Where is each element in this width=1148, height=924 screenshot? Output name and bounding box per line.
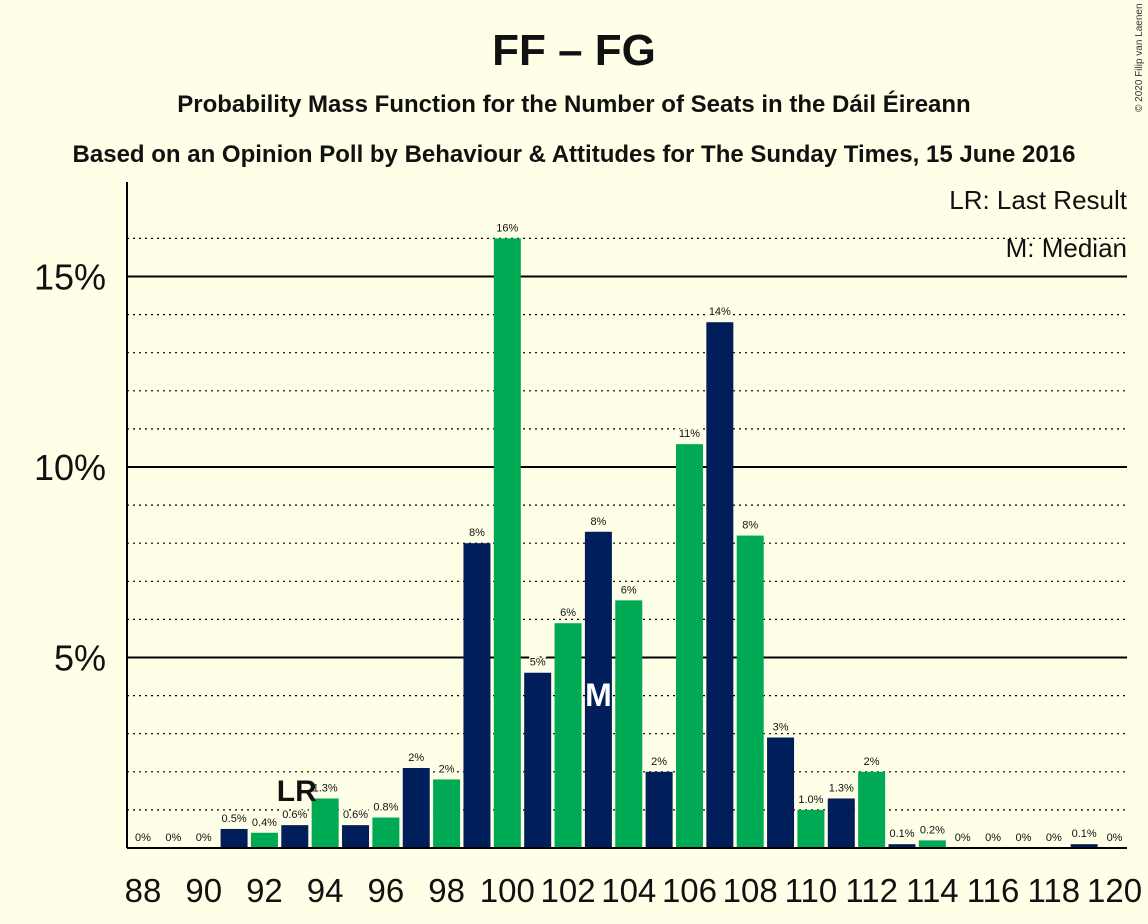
value-label-seat-109: 3% [773,722,789,734]
x-tick-label: 90 [185,872,222,909]
value-label-seat-105: 2% [651,756,667,768]
chart-subtitle: Probability Mass Function for the Number… [177,90,970,118]
x-tick-label: 88 [125,872,162,909]
bar-seat-119 [1070,844,1098,848]
chart-title: FF – FG [492,26,656,75]
bar-seat-95 [342,825,370,848]
bar-seat-108 [736,535,764,848]
y-tick-label: 5% [54,638,106,679]
bar-seat-96 [372,817,400,848]
value-label-seat-95: 0.6% [343,809,368,821]
annotations: LR M [277,677,612,808]
bar-seat-112 [858,771,886,848]
last-result-marker: LR [277,775,317,808]
value-label-seat-90: 0% [196,832,212,844]
bar-seat-98 [433,779,461,848]
x-tick-label: 100 [480,872,535,909]
value-label-seat-89: 0% [165,832,181,844]
value-label-seat-97: 2% [408,752,424,764]
y-tick-label: 10% [34,447,106,488]
value-label-seat-116: 0% [985,832,1001,844]
bar-seat-91 [220,828,248,848]
value-label-seat-100: 16% [496,222,518,234]
value-label-seat-117: 0% [1015,832,1031,844]
x-tick-label: 112 [845,872,898,909]
y-axis: 5% 10% 15% [34,182,128,848]
value-label-seat-112: 2% [864,756,880,768]
value-label-seat-99: 8% [469,527,485,539]
x-tick-label: 106 [662,872,717,909]
value-label-seat-101: 5% [530,657,546,669]
x-tick-label: 116 [967,872,1020,909]
bar-seat-114 [918,840,946,848]
bar-seat-92 [250,832,278,848]
bar-seat-105 [645,771,673,848]
value-label-seat-88: 0% [135,832,151,844]
median-marker: M [585,677,612,713]
value-label-seat-119: 0.1% [1072,828,1097,840]
bar-seat-106 [675,444,703,848]
value-label-seat-98: 2% [439,763,455,775]
value-label-seat-93: 0.6% [282,809,307,821]
value-label-seat-115: 0% [955,832,971,844]
bar-seat-94 [311,798,339,848]
bar-seat-111 [827,798,855,848]
x-tick-label: 110 [785,872,838,909]
value-label-seat-111: 1.3% [829,782,854,794]
value-label-seat-108: 8% [742,520,758,532]
bar-seat-109 [767,737,795,848]
bar-seat-113 [888,844,916,848]
legend-median: M: Median [1006,233,1127,263]
chart-subtitle-2: Based on an Opinion Poll by Behaviour & … [73,141,1076,168]
x-tick-label: 102 [541,872,596,909]
bar-seat-102 [554,623,582,848]
value-label-seat-114: 0.2% [920,824,945,836]
value-label-seat-106: 11% [679,428,700,440]
bar-seat-93 [281,825,309,848]
x-tick-label: 98 [428,872,465,909]
bar-seat-100 [493,238,521,848]
bar-seat-103 [584,531,612,848]
value-label-seat-102: 6% [560,607,576,619]
value-label-seat-103: 8% [590,516,606,528]
x-tick-label: 92 [246,872,283,909]
x-tick-label: 96 [368,872,405,909]
value-label-seat-120: 0% [1107,832,1123,844]
bar-seat-101 [524,672,552,848]
value-label-seat-94: 1.3% [313,782,338,794]
x-tick-label: 120 [1087,872,1142,909]
bars [220,238,1098,849]
y-tick-label: 15% [34,257,106,298]
bar-seat-110 [797,809,825,848]
x-axis: 88 90 92 94 96 98 100 102 104 106 108 110 112 114 116 1… [125,847,1142,909]
x-tick-label: 108 [723,872,778,909]
legend-last-result: LR: Last Result [949,185,1128,215]
value-label-seat-110: 1.0% [798,794,823,806]
value-label-seat-113: 0.1% [889,828,914,840]
x-tick-label: 118 [1027,872,1080,909]
x-tick-label: 94 [307,872,344,909]
bar-seat-107 [706,322,734,849]
value-label-seat-104: 6% [621,584,637,596]
x-tick-label: 104 [601,872,656,909]
value-label-seat-107: 14% [709,306,731,318]
copyright-text: © 2020 Filip van Laenen [1134,3,1145,112]
bar-seat-99 [463,543,491,848]
x-tick-label: 114 [906,872,959,909]
bar-seat-97 [402,767,430,848]
value-label-seat-96: 0.8% [373,802,398,814]
value-label-seat-91: 0.5% [222,813,247,825]
value-labels: 0% 0% 0% 0.5% 0.4% 0.6% 1.3% 0.6% 0.8% 2% 2% 8% 16% 5… [134,221,1125,846]
value-label-seat-118: 0% [1046,832,1062,844]
bar-seat-104 [615,600,643,848]
value-label-seat-92: 0.4% [252,817,277,829]
